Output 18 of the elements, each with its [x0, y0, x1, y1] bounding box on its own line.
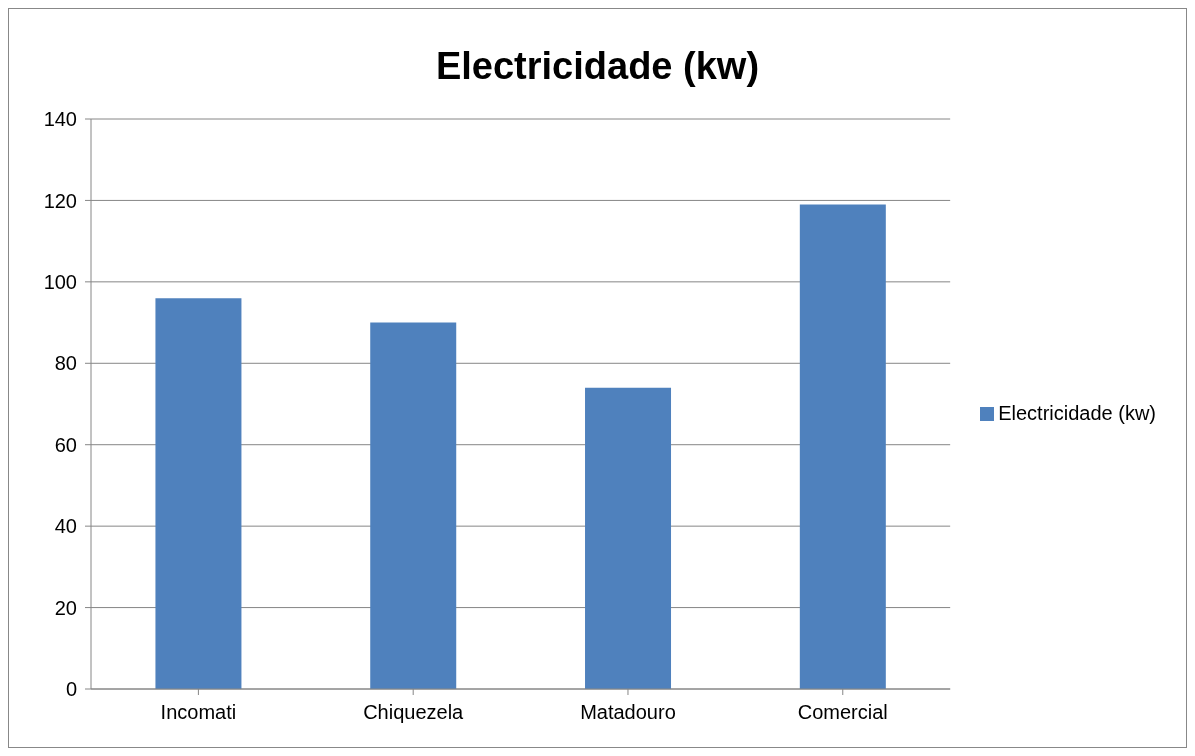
y-tick-label: 140 [43, 108, 77, 131]
legend-label: Electricidade (kw) [998, 401, 1156, 424]
y-tick-label: 120 [43, 189, 77, 212]
y-tick-label: 20 [54, 596, 77, 619]
x-tick-label: Chiquezela [363, 701, 465, 724]
y-tick-label: 60 [54, 433, 77, 456]
bar [799, 204, 886, 689]
x-tick-label: Comercial [797, 701, 888, 724]
y-tick-label: 80 [54, 352, 77, 375]
bar [155, 298, 242, 689]
x-tick-label: Incomati [160, 701, 237, 724]
bar [370, 322, 457, 689]
y-tick-label: 40 [54, 515, 77, 538]
chart-title: Electricidade (kw) [434, 44, 761, 87]
bar [585, 387, 672, 689]
y-tick-label: 0 [65, 678, 77, 701]
y-tick-label: 100 [43, 270, 77, 293]
x-tick-label: Matadouro [580, 701, 676, 724]
